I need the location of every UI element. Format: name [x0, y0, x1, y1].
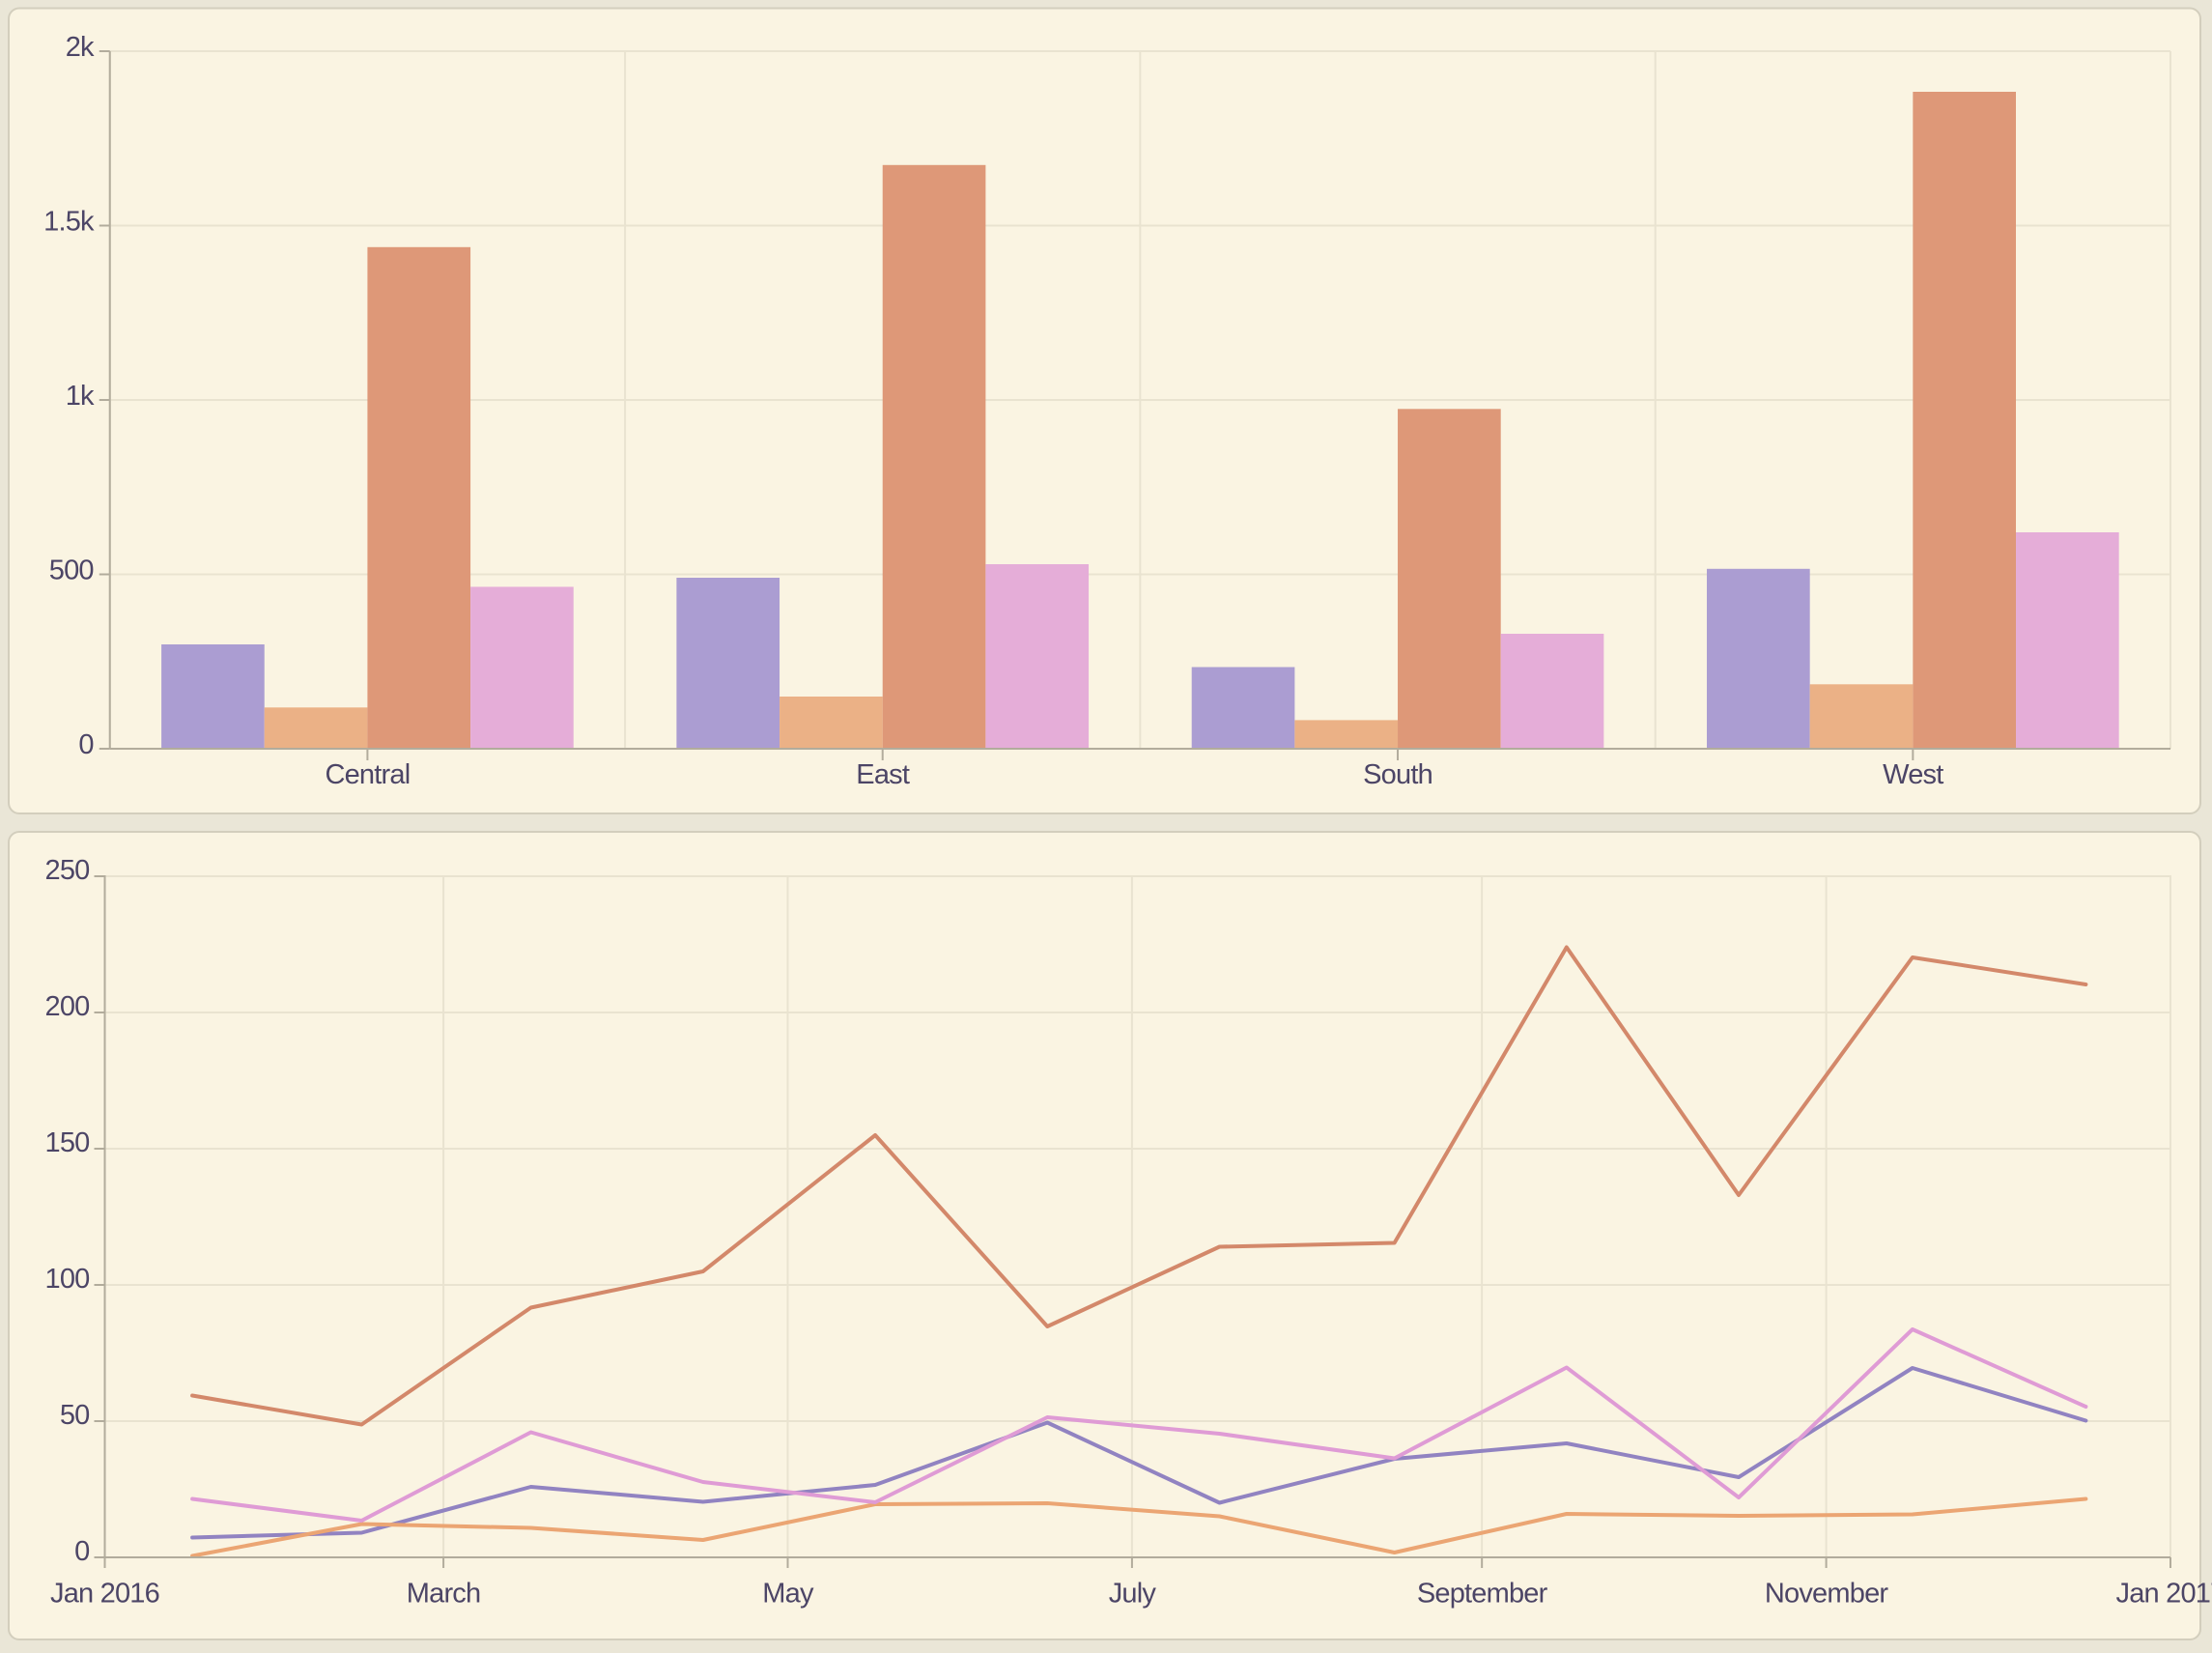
svg-text:Central: Central: [325, 759, 410, 790]
svg-text:0: 0: [74, 1536, 89, 1567]
svg-text:50: 50: [60, 1400, 90, 1431]
svg-text:July: July: [1109, 1579, 1157, 1610]
svg-text:250: 250: [45, 855, 90, 886]
svg-text:1k: 1k: [66, 381, 95, 412]
svg-text:150: 150: [45, 1127, 90, 1158]
svg-text:November: November: [1765, 1579, 1889, 1610]
svg-text:500: 500: [49, 556, 94, 586]
svg-text:South: South: [1363, 759, 1432, 790]
svg-text:Jan 2016: Jan 2016: [50, 1579, 159, 1610]
svg-text:0: 0: [78, 729, 93, 760]
svg-text:East: East: [856, 759, 910, 790]
svg-text:May: May: [762, 1579, 814, 1610]
svg-text:West: West: [1883, 759, 1943, 790]
svg-text:100: 100: [45, 1264, 90, 1295]
svg-text:2k: 2k: [66, 32, 95, 63]
svg-text:1.5k: 1.5k: [43, 207, 95, 238]
svg-text:Jan 2017: Jan 2017: [2116, 1579, 2212, 1610]
svg-text:200: 200: [45, 991, 90, 1022]
svg-text:March: March: [407, 1579, 481, 1610]
svg-text:September: September: [1417, 1579, 1548, 1610]
